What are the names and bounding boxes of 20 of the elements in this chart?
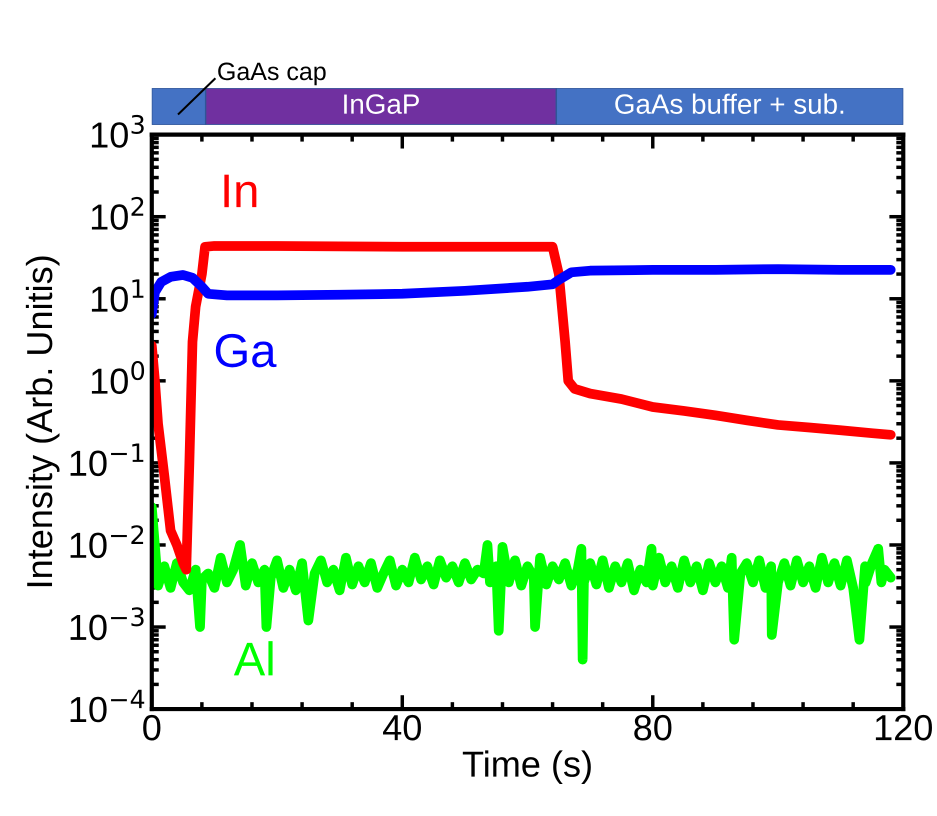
x-axis-title: Time (s) xyxy=(462,750,591,784)
series-label: InGaP xyxy=(344,94,419,114)
y-tick-label: 10$^{−1}$ xyxy=(70,443,144,476)
x-tick-label: 80 xyxy=(634,714,672,740)
y-tick-label: 10$^{−2}$ xyxy=(70,525,144,558)
y-tick-label: 10$^{−3}$ xyxy=(70,607,144,640)
y-axis-title: Intensity (Arb. Unitis) xyxy=(26,256,60,586)
y-tick-label: 10$^{3}$ xyxy=(92,114,144,148)
series-label: Al xyxy=(234,641,273,676)
series-label: GaAs buffer + sub. xyxy=(615,94,844,114)
y-tick-label: 10$^{0}$ xyxy=(92,361,144,394)
y-tick-label: 10$^{2}$ xyxy=(92,196,144,230)
x-tick-label: 0 xyxy=(143,714,160,740)
series-label: In xyxy=(224,174,256,208)
y-tick-label: 10$^{1}$ xyxy=(92,279,144,312)
series-label: GaAs cap xyxy=(218,62,326,86)
series-label: Ga xyxy=(216,334,276,368)
x-tick-label: 40 xyxy=(383,714,421,740)
x-tick-label: 120 xyxy=(876,714,932,740)
y-tick-label: 10$^{−4}$ xyxy=(70,690,144,722)
